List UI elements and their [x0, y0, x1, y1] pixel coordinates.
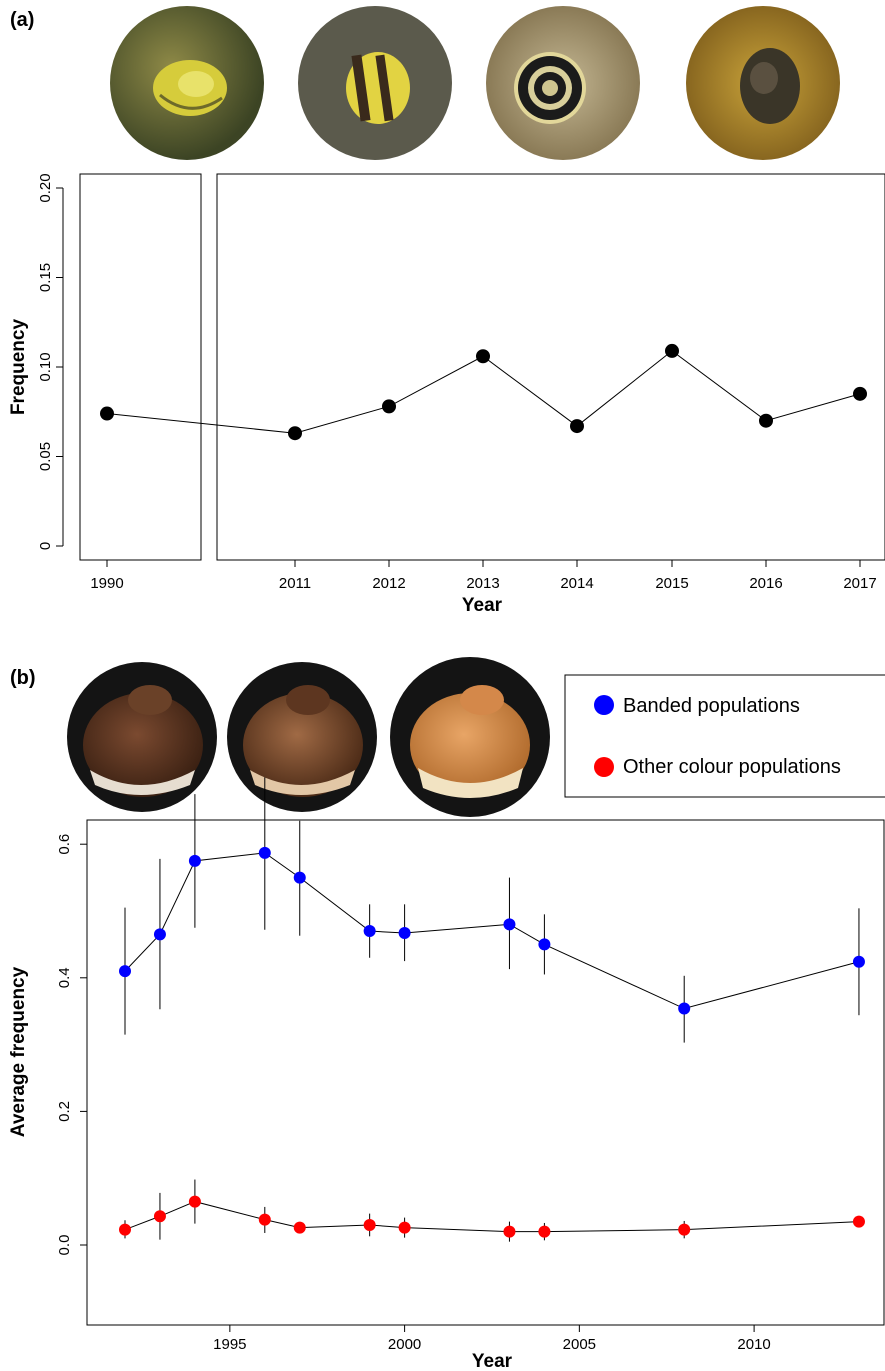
y-tick-label: 0.10 [37, 352, 54, 381]
data-point [759, 413, 773, 428]
y-tick-label: 0.2 [56, 1101, 73, 1122]
y-tick-label: 0.15 [37, 263, 54, 292]
y-tick-label: 0.4 [56, 967, 73, 988]
data-point [382, 399, 396, 414]
data-point [538, 938, 551, 951]
data-point [678, 1223, 691, 1236]
data-point [853, 386, 867, 401]
snail-dark-banded-photo-icon [486, 6, 640, 160]
data-point [188, 854, 201, 867]
data-point [119, 1223, 131, 1236]
legend: Banded populations Other colour populati… [564, 674, 885, 798]
data-point [363, 1218, 376, 1231]
legend-label-other: Other colour populations [623, 756, 841, 778]
x-tick-label: 2012 [372, 575, 405, 592]
data-point [153, 928, 166, 941]
shell-brown-photo-icon [227, 662, 377, 812]
series-line [124, 1201, 859, 1233]
x-tick-label: 2016 [749, 575, 782, 592]
x-tick-label: 2015 [655, 575, 688, 592]
y-tick-label: 0 [37, 542, 54, 550]
x-tick-label: 1990 [90, 575, 123, 592]
chart-b: 0.0 0.2 0.4 0.6 Average frequency 1995 2000 200… [8, 777, 885, 1371]
x-axis-title: Year [472, 1351, 513, 1371]
plot-frame-right [216, 173, 885, 561]
data-point [570, 419, 584, 434]
plot-frame [86, 819, 885, 1326]
panel-b-label: (b) [10, 667, 36, 689]
y-tick-label: 0.0 [56, 1235, 73, 1256]
series-1 [119, 1179, 865, 1242]
panel-a-label: (a) [10, 9, 34, 31]
data-point [503, 1225, 516, 1238]
y-tick-label: 0.20 [37, 173, 54, 202]
series-0 [119, 777, 865, 1043]
data-point [119, 965, 131, 978]
legend-box [564, 674, 885, 798]
data-point [398, 927, 411, 940]
y-tick-label: 0.6 [56, 834, 73, 855]
data-point [258, 1213, 271, 1226]
data-point [852, 1215, 865, 1228]
chart-a: 0 0.05 0.10 0.15 0.20 Frequency 1990 2011 2012 20… [8, 173, 885, 616]
snail-yellow-photo-icon [110, 6, 264, 160]
data-point [363, 925, 376, 938]
y-axis-title: Average frequency [8, 966, 29, 1137]
data-point [476, 349, 490, 364]
snail-brown-photo-icon [686, 6, 840, 160]
y-axis-title: Frequency [8, 319, 29, 416]
x-tick-label: 1995 [213, 1336, 246, 1353]
data-point [503, 918, 516, 931]
data-point [538, 1225, 551, 1238]
x-tick-label: 2010 [737, 1336, 770, 1353]
data-point [288, 426, 302, 441]
x-tick-label: 2017 [843, 575, 876, 592]
series-line [124, 852, 860, 1010]
x-tick-label: 2014 [560, 575, 593, 592]
data-point [398, 1221, 411, 1234]
y-tick-label: 0.05 [37, 442, 54, 471]
data-point [852, 955, 865, 968]
data-point [293, 871, 306, 884]
legend-label-banded: Banded populations [623, 695, 800, 717]
data-point [293, 1221, 306, 1234]
data-point [665, 343, 679, 358]
series-line [106, 350, 861, 434]
legend-marker-banded [594, 695, 614, 715]
data-point [678, 1002, 691, 1015]
x-tick-label: 2000 [388, 1336, 421, 1353]
data-point [153, 1210, 166, 1223]
snail-banded-yellow-photo-icon [298, 6, 452, 160]
x-axis-title: Year [462, 595, 503, 616]
legend-marker-other [594, 757, 614, 777]
shell-dark-brown-photo-icon [67, 662, 217, 812]
x-tick-label: 2011 [279, 575, 311, 592]
data-point [100, 406, 114, 421]
x-tick-label: 2013 [466, 575, 499, 592]
x-tick-label: 2005 [563, 1336, 596, 1353]
plot-frame-left [79, 173, 202, 561]
data-point [188, 1195, 201, 1208]
shell-orange-photo-icon [390, 657, 550, 817]
data-point [258, 846, 271, 859]
